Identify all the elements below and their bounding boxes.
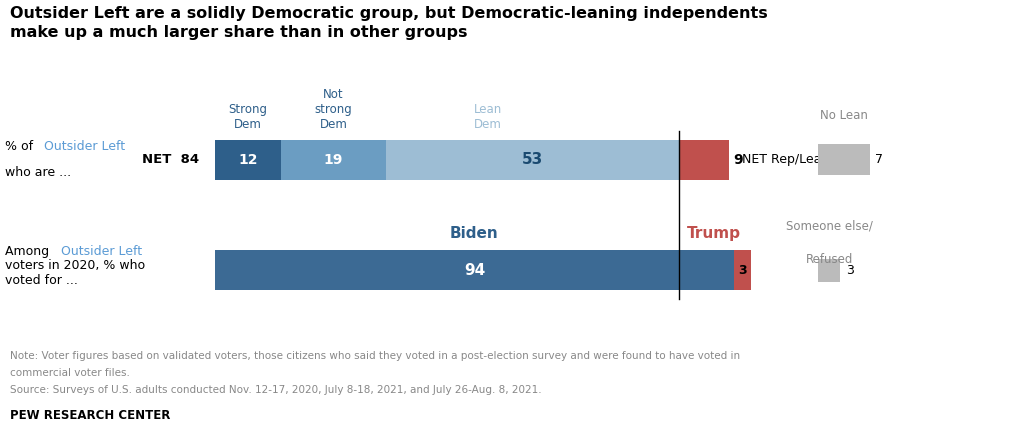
Text: 3: 3 (846, 264, 854, 277)
Text: 7: 7 (876, 153, 884, 166)
Text: 53: 53 (522, 152, 543, 167)
FancyBboxPatch shape (679, 140, 728, 179)
Text: Biden: Biden (450, 227, 499, 241)
Text: 3: 3 (738, 264, 747, 277)
Text: NET Rep/Lean Rep: NET Rep/Lean Rep (743, 153, 857, 166)
Text: commercial voter files.: commercial voter files. (10, 368, 130, 378)
Text: Among: Among (5, 244, 53, 258)
Text: % of: % of (5, 140, 37, 153)
Text: PEW RESEARCH CENTER: PEW RESEARCH CENTER (10, 409, 171, 422)
Text: Lean
Dem: Lean Dem (474, 103, 502, 131)
FancyBboxPatch shape (281, 140, 386, 179)
Text: Outsider Left: Outsider Left (61, 244, 142, 258)
Text: 12: 12 (238, 153, 258, 167)
Text: 19: 19 (324, 153, 344, 167)
Text: Outsider Left are a solidly Democratic group, but Democratic-leaning independent: Outsider Left are a solidly Democratic g… (10, 6, 768, 21)
Text: No Lean: No Lean (820, 109, 869, 122)
Text: NET  84: NET 84 (142, 153, 199, 166)
Text: Note: Voter figures based on validated voters, those citizens who said they vote: Note: Voter figures based on validated v… (10, 351, 741, 361)
Text: who are ...: who are ... (5, 166, 72, 179)
Text: Not
strong
Dem: Not strong Dem (315, 88, 353, 131)
Text: voted for ...: voted for ... (5, 274, 78, 287)
Text: Someone else/: Someone else/ (786, 220, 873, 232)
Text: make up a much larger share than in other groups: make up a much larger share than in othe… (10, 26, 468, 40)
FancyBboxPatch shape (215, 250, 735, 290)
Text: Source: Surveys of U.S. adults conducted Nov. 12-17, 2020, July 8-18, 2021, and : Source: Surveys of U.S. adults conducted… (10, 385, 542, 395)
Text: 9: 9 (733, 153, 743, 167)
Text: 94: 94 (463, 263, 485, 278)
FancyBboxPatch shape (735, 250, 751, 290)
Text: Trump: Trump (687, 227, 741, 241)
Text: Outsider Left: Outsider Left (44, 140, 125, 153)
FancyBboxPatch shape (215, 140, 281, 179)
Text: Strong
Dem: Strong Dem (228, 103, 267, 131)
Text: voters in 2020, % who: voters in 2020, % who (5, 259, 145, 272)
FancyBboxPatch shape (818, 144, 870, 175)
FancyBboxPatch shape (818, 258, 841, 282)
FancyBboxPatch shape (386, 140, 679, 179)
Text: Refused: Refused (806, 253, 853, 266)
